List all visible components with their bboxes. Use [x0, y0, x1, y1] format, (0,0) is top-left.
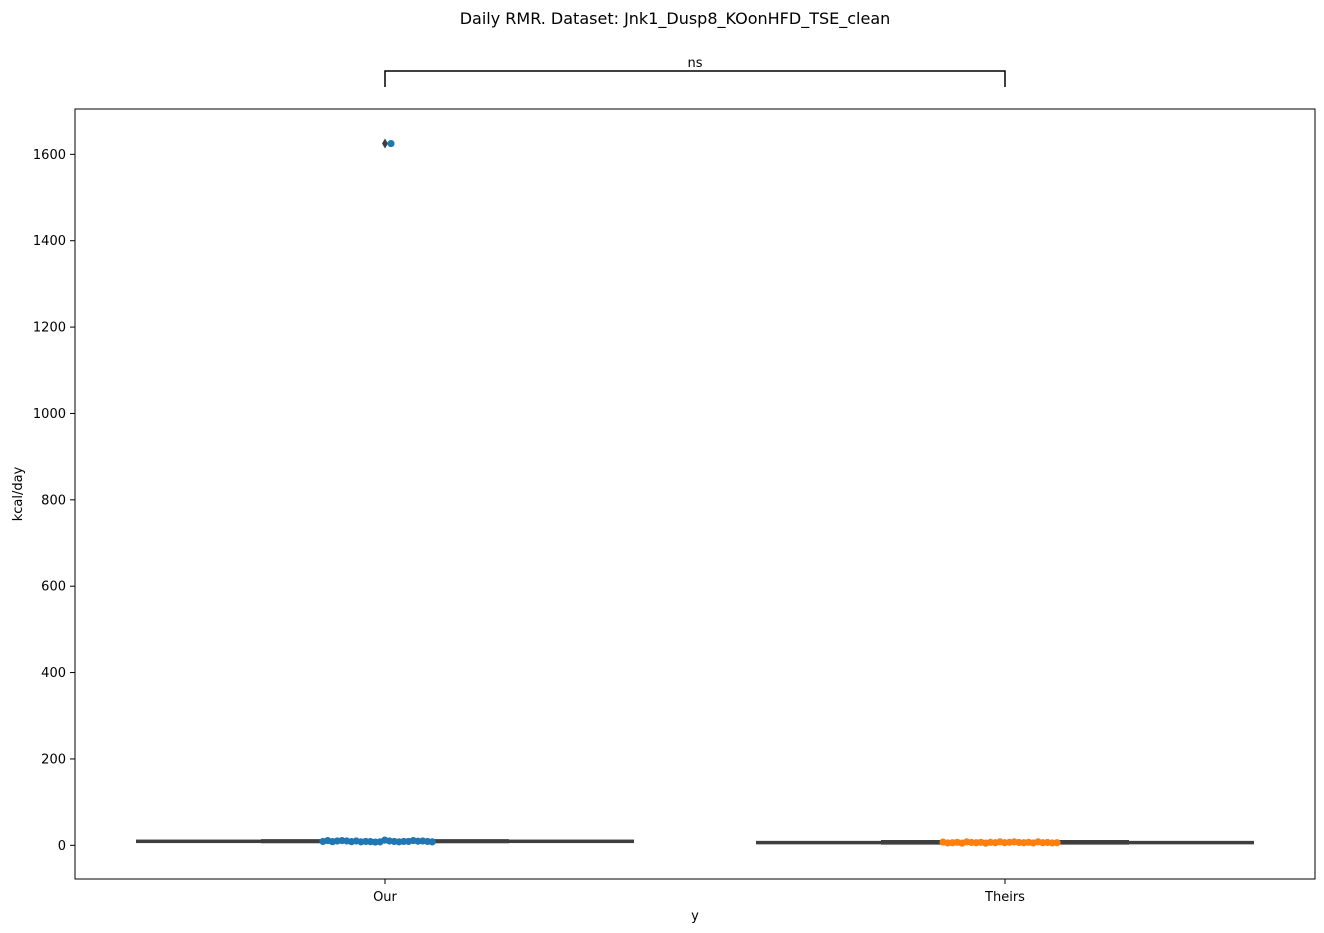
y-tick-label: 1600	[33, 148, 66, 163]
y-axis: 0 200 400 600 800 1000 1200 1400 1600	[33, 148, 75, 854]
box-plots	[136, 138, 1254, 845]
x-tick-label: Our	[373, 890, 397, 905]
data-point	[387, 139, 395, 148]
significance-label: ns	[687, 56, 702, 71]
y-tick-label: 1000	[33, 407, 66, 422]
outlier-marker	[382, 138, 388, 149]
strip-points	[319, 139, 1061, 847]
x-axis-label: y	[691, 909, 699, 924]
y-tick-label: 400	[41, 666, 66, 681]
y-axis-label: kcal/day	[11, 466, 26, 521]
y-tick-label: 1200	[33, 321, 66, 336]
y-tick-label: 1400	[33, 234, 66, 249]
significance-bracket	[384, 70, 1006, 87]
data-point	[376, 838, 384, 846]
data-point	[319, 837, 327, 846]
y-tick-label: 0	[58, 839, 66, 854]
data-point	[1053, 839, 1061, 847]
x-tick-label: Theirs	[984, 890, 1025, 905]
data-point	[939, 838, 947, 846]
significance-annotation: ns	[384, 56, 1006, 87]
plot-area-frame	[74, 108, 1316, 880]
y-tick-label: 600	[41, 580, 66, 595]
chart-title: Daily RMR. Dataset: Jnk1_Dusp8_KOonHFD_T…	[460, 9, 891, 29]
x-axis: Our Theirs	[373, 879, 1025, 905]
y-tick-label: 200	[41, 752, 66, 767]
y-tick-label: 800	[41, 493, 66, 508]
data-point	[996, 838, 1004, 846]
